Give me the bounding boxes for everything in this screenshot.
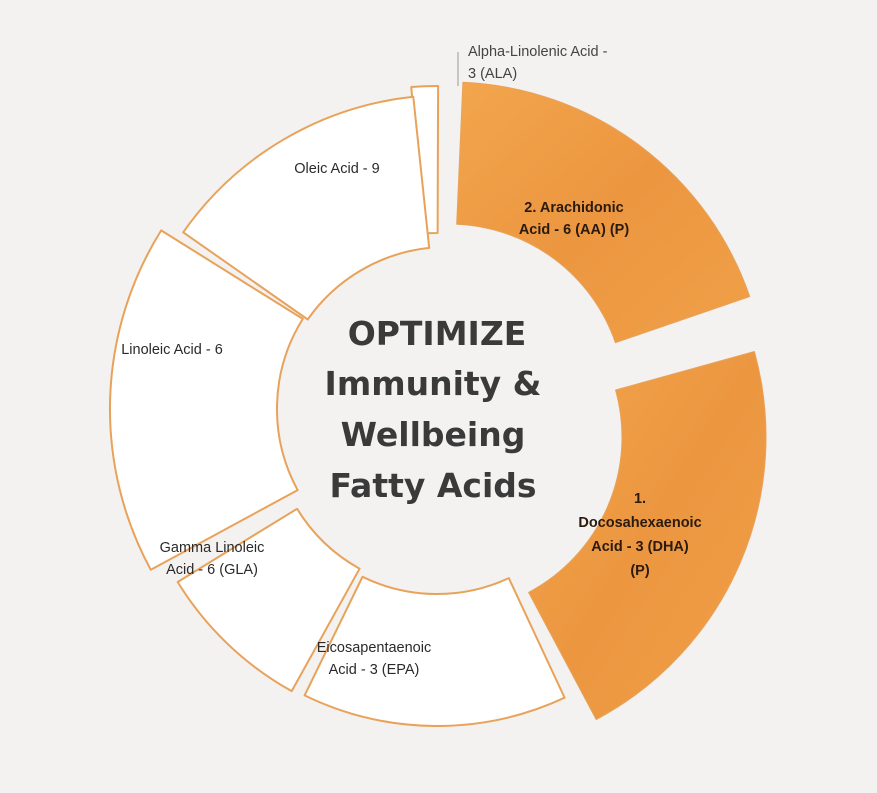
segment-oleic: [182, 95, 431, 321]
epa-label-line1: Eicosapentaenoic: [317, 640, 431, 656]
la-label-line1: Linoleic Acid - 6: [121, 342, 223, 358]
segment-epa: [303, 575, 566, 727]
epa-label-line2: Acid - 3 (EPA): [329, 662, 420, 678]
ala-label-line2: 3 (ALA): [468, 66, 517, 82]
center-title-line4: Fatty Acids: [329, 466, 536, 505]
segment-dha: [528, 351, 767, 720]
gla-label-line1: Gamma Linoleic: [160, 540, 265, 556]
segment-aa: [456, 81, 751, 344]
segment-gla: [176, 507, 361, 693]
aa-label-line2: Acid - 6 (AA) (P): [519, 222, 630, 238]
center-title-line2: Immunity &: [325, 364, 542, 403]
oleic-label-line1: Oleic Acid - 9: [294, 161, 379, 177]
ala-label-line1: Alpha-Linolenic Acid -: [468, 44, 608, 60]
center-title-line3: Wellbeing: [341, 415, 526, 454]
gla-label-line2: Acid - 6 (GLA): [166, 562, 258, 578]
dha-label-line3: Acid - 3 (DHA): [591, 539, 689, 555]
aa-label-line1: 2. Arachidonic: [524, 200, 623, 216]
segment-la: [109, 229, 304, 571]
dha-label-line2: Docosahexaenoic: [578, 515, 701, 531]
dha-label-line1: 1.: [634, 491, 646, 507]
wheel-segments: [109, 81, 767, 727]
dha-label-line4: (P): [630, 563, 650, 579]
center-title-line1: OPTIMIZE: [348, 314, 527, 353]
